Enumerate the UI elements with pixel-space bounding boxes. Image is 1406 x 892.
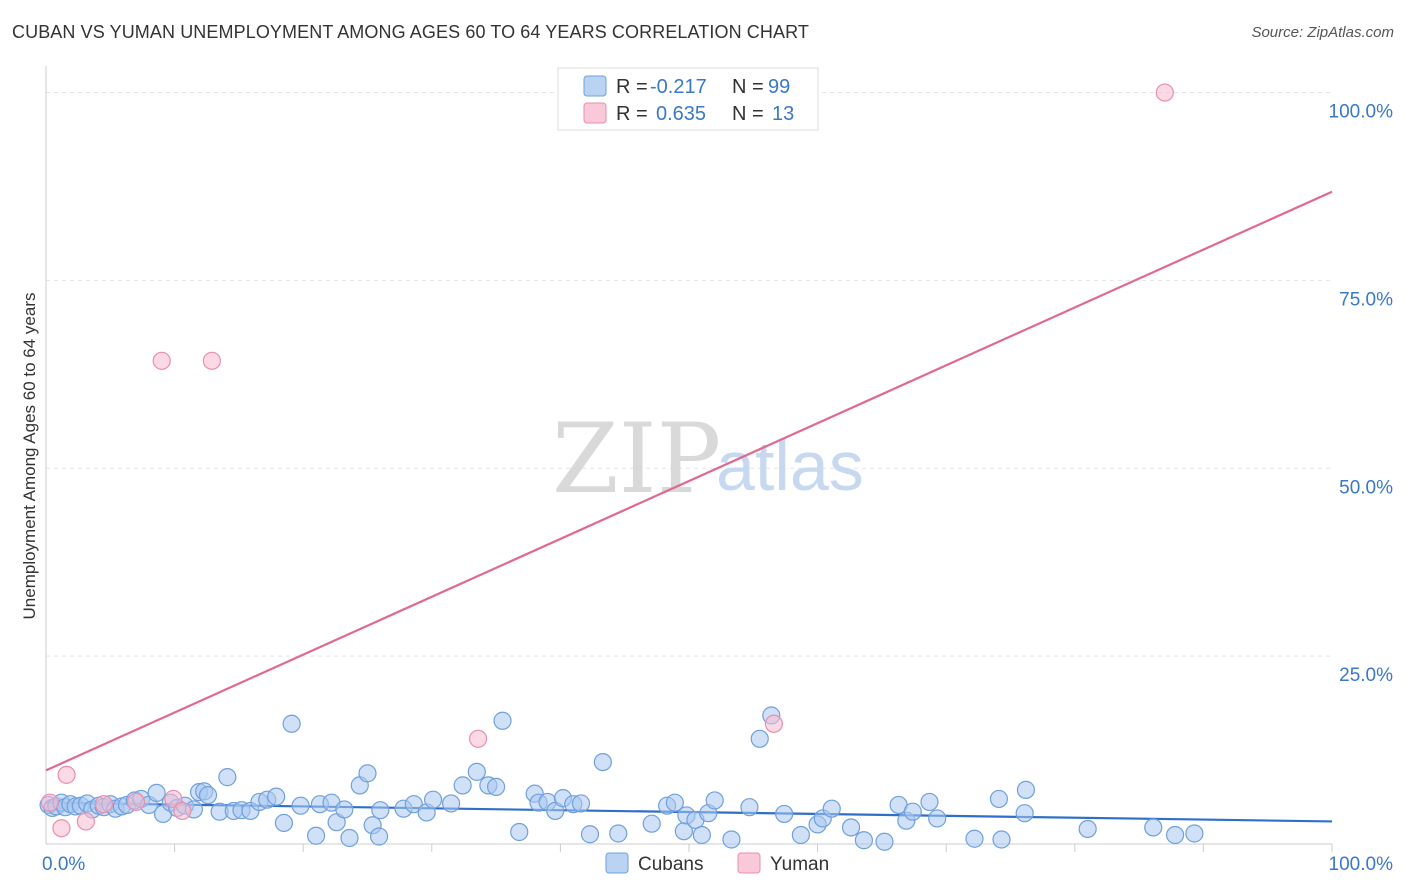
data-point-yuman xyxy=(76,812,95,831)
y-tick-label: 25.0% xyxy=(1339,665,1393,686)
data-point-cubans xyxy=(371,801,390,820)
data-point-cubans xyxy=(493,711,512,730)
grid-layer xyxy=(46,92,1332,657)
data-point-cubans xyxy=(1166,825,1185,845)
watermark-atlas: atlas xyxy=(716,427,864,505)
data-point-cubans xyxy=(992,830,1011,849)
top-legend: R = -0.217 N = 99 R = 0.635 N = 13 xyxy=(557,67,819,131)
legend-r-value-yuman: 0.635 xyxy=(656,103,706,125)
data-point-yuman xyxy=(126,792,146,812)
tick-label-layer: 25.0% 50.0% 75.0% 100.0% 0.0% 100.0% xyxy=(42,102,1393,875)
data-point-cubans xyxy=(1144,818,1163,837)
data-point-cubans xyxy=(423,790,443,809)
data-point-cubans xyxy=(282,714,301,733)
data-point-cubans xyxy=(340,828,359,848)
data-point-cubans xyxy=(609,824,628,843)
data-point-cubans xyxy=(593,752,612,772)
data-point-cubans xyxy=(580,825,600,844)
data-point-yuman xyxy=(94,795,113,814)
legend-r-label-yuman: R = xyxy=(616,103,648,125)
data-point-cubans xyxy=(903,802,922,821)
axis-layer xyxy=(45,66,1333,852)
data-point-cubans xyxy=(989,789,1009,809)
y-tick-label: 50.0% xyxy=(1339,477,1393,498)
data-point-yuman xyxy=(152,351,171,370)
data-point-yuman xyxy=(202,351,221,370)
bottom-legend: Cubans Yuman xyxy=(605,852,829,875)
data-point-cubans xyxy=(358,764,377,783)
bottom-legend-swatch-cubans xyxy=(605,852,629,874)
trend-line-yuman xyxy=(45,190,1333,772)
data-point-cubans xyxy=(404,795,423,814)
bottom-legend-label-yuman: Yuman xyxy=(770,854,829,875)
data-point-yuman xyxy=(164,789,183,809)
data-point-cubans xyxy=(740,798,759,817)
legend-swatch-cubans xyxy=(583,75,607,97)
data-point-cubans xyxy=(1185,824,1204,843)
y-tick-label: 75.0% xyxy=(1339,289,1393,310)
data-point-cubans xyxy=(822,799,841,818)
data-point-yuman xyxy=(57,765,76,784)
data-point-cubans xyxy=(841,818,861,837)
data-point-cubans xyxy=(692,825,711,845)
data-point-yuman xyxy=(40,793,59,812)
x-tick-label: 0.0% xyxy=(42,854,85,875)
data-point-cubans xyxy=(1015,804,1034,823)
data-point-cubans xyxy=(854,831,873,850)
data-point-yuman xyxy=(1155,83,1174,102)
data-point-cubans xyxy=(369,827,389,846)
chart-source: Source: ZipAtlas.com xyxy=(1251,24,1394,41)
chart-title: CUBAN VS YUMAN UNEMPLOYMENT AMONG AGES 6… xyxy=(12,22,809,42)
data-point-cubans xyxy=(147,783,166,803)
points-layer xyxy=(39,83,1204,851)
data-point-cubans xyxy=(722,830,741,849)
data-point-cubans xyxy=(267,787,286,806)
legend-n-value-yuman: 13 xyxy=(772,103,794,125)
y-tick-label: 100.0% xyxy=(1329,102,1394,123)
data-point-cubans xyxy=(920,792,939,812)
data-point-cubans xyxy=(965,829,984,848)
data-point-cubans xyxy=(571,794,591,813)
legend-n-label-yuman: N = xyxy=(732,103,764,125)
data-point-cubans xyxy=(665,793,684,812)
y-axis-title: Unemployment Among Ages 60 to 64 years xyxy=(20,293,39,620)
data-point-yuman xyxy=(764,714,783,733)
watermark-zip: ZIP xyxy=(552,403,721,515)
data-point-cubans xyxy=(274,813,294,833)
data-point-cubans xyxy=(510,822,529,842)
data-point-cubans xyxy=(291,796,310,815)
legend-n-value-cubans: 99 xyxy=(768,76,790,98)
data-point-cubans xyxy=(335,800,354,819)
legend-swatch-yuman xyxy=(583,102,607,124)
data-point-cubans xyxy=(487,777,506,796)
data-point-cubans xyxy=(198,786,218,805)
data-point-cubans xyxy=(218,768,237,787)
data-point-cubans xyxy=(642,814,661,833)
data-point-cubans xyxy=(705,791,724,810)
legend-r-value-cubans: -0.217 xyxy=(650,76,707,98)
bottom-legend-label-cubans: Cubans xyxy=(638,854,704,875)
data-point-cubans xyxy=(791,825,810,845)
data-point-cubans xyxy=(775,804,794,824)
watermark: ZIP atlas xyxy=(552,403,864,515)
data-point-cubans xyxy=(750,729,769,748)
data-point-cubans xyxy=(928,809,947,828)
data-point-yuman xyxy=(52,819,71,838)
bottom-legend-swatch-yuman xyxy=(737,852,761,874)
legend-n-label-cubans: N = xyxy=(732,76,764,98)
data-point-cubans xyxy=(1078,819,1097,839)
data-point-cubans xyxy=(453,776,472,795)
data-point-cubans xyxy=(467,762,486,781)
data-point-cubans xyxy=(875,832,894,851)
data-point-cubans xyxy=(306,826,326,845)
data-point-cubans xyxy=(441,794,461,813)
x-tick-label: 100.0% xyxy=(1329,854,1394,875)
data-point-yuman xyxy=(173,801,192,821)
legend-r-label-cubans: R = xyxy=(616,76,648,98)
data-point-yuman xyxy=(468,729,488,748)
data-point-cubans xyxy=(1016,780,1036,799)
